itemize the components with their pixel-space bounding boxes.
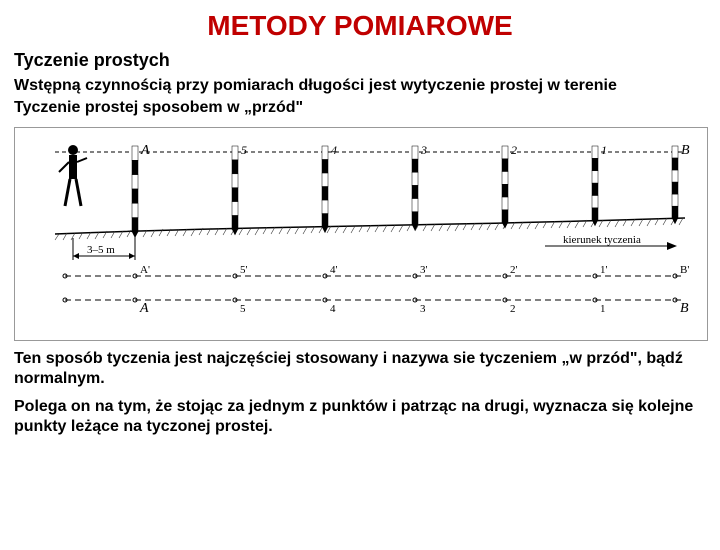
svg-text:1: 1 (601, 143, 607, 157)
intro-line-2: Tyczenie prostej sposobem w „przód" (14, 99, 706, 117)
ground-line (55, 218, 685, 234)
svg-text:3': 3' (420, 264, 428, 276)
svg-text:5: 5 (240, 303, 246, 315)
paragraph-2: Polega on na tym, że stojąc za jednym z … (14, 397, 706, 437)
svg-text:1': 1' (600, 264, 608, 276)
svg-text:3–5 m: 3–5 m (87, 244, 115, 256)
svg-text:A: A (140, 143, 150, 158)
svg-text:1: 1 (600, 303, 606, 315)
observer-icon (59, 145, 87, 206)
svg-text:4: 4 (330, 303, 336, 315)
direction-arrow: kierunek tyczenia (545, 234, 677, 250)
subtitle: Tyczenie prostych (14, 50, 706, 71)
svg-text:2: 2 (511, 143, 517, 157)
svg-text:3: 3 (420, 143, 427, 157)
page-title: METODY POMIAROWE (0, 10, 720, 42)
svg-text:4': 4' (330, 264, 338, 276)
poles-group: A 5 4 3 2 1 B (132, 143, 690, 238)
svg-text:4: 4 (331, 143, 337, 157)
paragraph-1: Ten sposób tyczenia jest najczęściej sto… (14, 349, 706, 389)
svg-text:3: 3 (420, 303, 426, 315)
svg-text:5: 5 (241, 143, 247, 157)
svg-text:B: B (681, 143, 690, 158)
svg-text:2: 2 (510, 303, 516, 315)
svg-text:kierunek tyczenia: kierunek tyczenia (563, 234, 641, 246)
svg-text:B': B' (680, 264, 689, 276)
intro-line-1: Wstępną czynnością przy pomiarach długoś… (14, 77, 706, 95)
bottom-points-group: A' A 5' 5 4' 4 3' 3 2' 2 1' 1 B' B (133, 264, 689, 316)
svg-text:2': 2' (510, 264, 518, 276)
svg-text:A': A' (140, 264, 150, 276)
svg-text:5': 5' (240, 264, 248, 276)
surveying-diagram: A 5 4 3 2 1 B 3–5 m kierunek tyczenia A' A 5' 5 4'… (14, 127, 708, 341)
svg-text:B: B (680, 301, 689, 316)
svg-text:A: A (139, 301, 149, 316)
